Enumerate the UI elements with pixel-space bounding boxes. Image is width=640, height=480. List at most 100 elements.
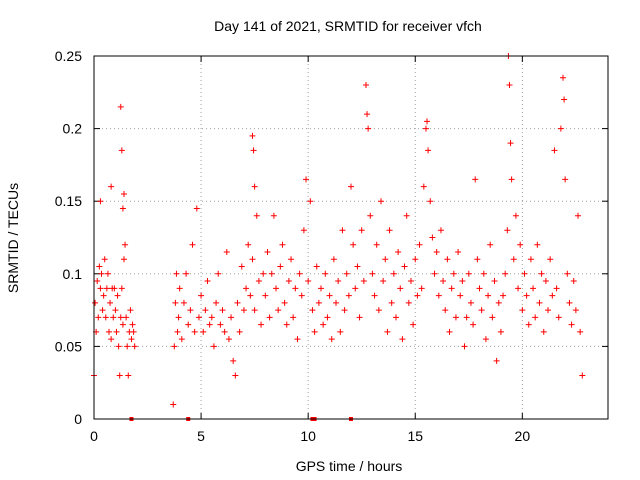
data-point [120, 256, 127, 263]
data-point [251, 183, 258, 190]
data-point [215, 270, 222, 277]
data-point [118, 285, 125, 292]
data-point [507, 140, 514, 147]
data-point [198, 292, 205, 299]
data-point [124, 343, 131, 350]
data-point [108, 336, 115, 343]
data-point [407, 278, 414, 285]
data-point [236, 328, 243, 335]
data-point [508, 176, 515, 183]
data-point [281, 299, 288, 306]
data-point [358, 227, 365, 234]
data-point [350, 241, 357, 248]
data-point [264, 249, 271, 256]
data-point [228, 314, 235, 321]
data-point [495, 299, 502, 306]
data-point [386, 227, 393, 234]
data-point [119, 321, 126, 328]
data-point [130, 328, 137, 335]
data-point [377, 198, 384, 205]
data-point [532, 314, 539, 321]
data-point [433, 249, 440, 256]
x-tick-label: 15 [407, 428, 423, 444]
data-point [185, 321, 192, 328]
data-point [373, 241, 380, 248]
data-point [232, 372, 239, 379]
data-point [519, 307, 526, 314]
data-point [118, 147, 125, 154]
data-point [422, 125, 429, 132]
data-point [320, 321, 327, 328]
data-point [101, 256, 108, 263]
data-point [455, 249, 462, 256]
data-point [210, 343, 217, 350]
data-point [352, 285, 359, 292]
data-point [193, 205, 200, 212]
data-point [425, 147, 432, 154]
data-point [392, 314, 399, 321]
data-point [410, 321, 417, 328]
data-point [300, 227, 307, 234]
data-point [249, 132, 256, 139]
data-point [446, 328, 453, 335]
data-point [129, 321, 136, 328]
data-point [307, 198, 314, 205]
x-axis-label: GPS time / hours [296, 458, 403, 474]
data-point [365, 125, 372, 132]
data-point [195, 314, 202, 321]
data-point [562, 176, 569, 183]
data-point [97, 285, 104, 292]
data-point [497, 328, 504, 335]
data-point [489, 314, 496, 321]
data-point [288, 256, 295, 263]
data-point [561, 96, 568, 103]
y-tick-label: 0.2 [63, 121, 83, 137]
data-point [127, 307, 134, 314]
data-point [397, 285, 404, 292]
data-point [335, 278, 342, 285]
data-point [431, 270, 438, 277]
x-tick-label: 10 [300, 428, 316, 444]
data-point [337, 328, 344, 335]
data-point [367, 212, 374, 219]
data-point [114, 292, 121, 299]
data-point [527, 256, 534, 263]
data-point [221, 328, 228, 335]
data-point [318, 285, 325, 292]
data-point [258, 321, 265, 328]
data-point [296, 270, 303, 277]
x-tick-label: 20 [515, 428, 531, 444]
data-point [180, 299, 187, 306]
data-point [506, 82, 513, 89]
data-point [123, 314, 130, 321]
data-point [424, 118, 431, 125]
data-point [92, 299, 99, 306]
data-point [110, 314, 117, 321]
data-point [525, 321, 532, 328]
data-point [277, 263, 284, 270]
data-point [240, 307, 247, 314]
data-point [360, 278, 367, 285]
data-point [328, 336, 335, 343]
data-point [572, 307, 579, 314]
data-point [345, 292, 352, 299]
data-point [401, 263, 408, 270]
data-point [204, 278, 211, 285]
data-point [395, 249, 402, 256]
data-point [303, 176, 310, 183]
y-tick-label: 0.15 [55, 193, 82, 209]
data-point [223, 249, 230, 256]
data-point [560, 74, 567, 81]
data-point [427, 198, 434, 205]
data-point [463, 314, 470, 321]
data-point [322, 270, 329, 277]
data-point [362, 82, 369, 89]
data-point [313, 263, 320, 270]
data-point [399, 336, 406, 343]
data-point [247, 292, 254, 299]
data-point [480, 270, 487, 277]
data-point [476, 285, 483, 292]
x-tick-label: 0 [90, 428, 98, 444]
data-point [540, 328, 547, 335]
